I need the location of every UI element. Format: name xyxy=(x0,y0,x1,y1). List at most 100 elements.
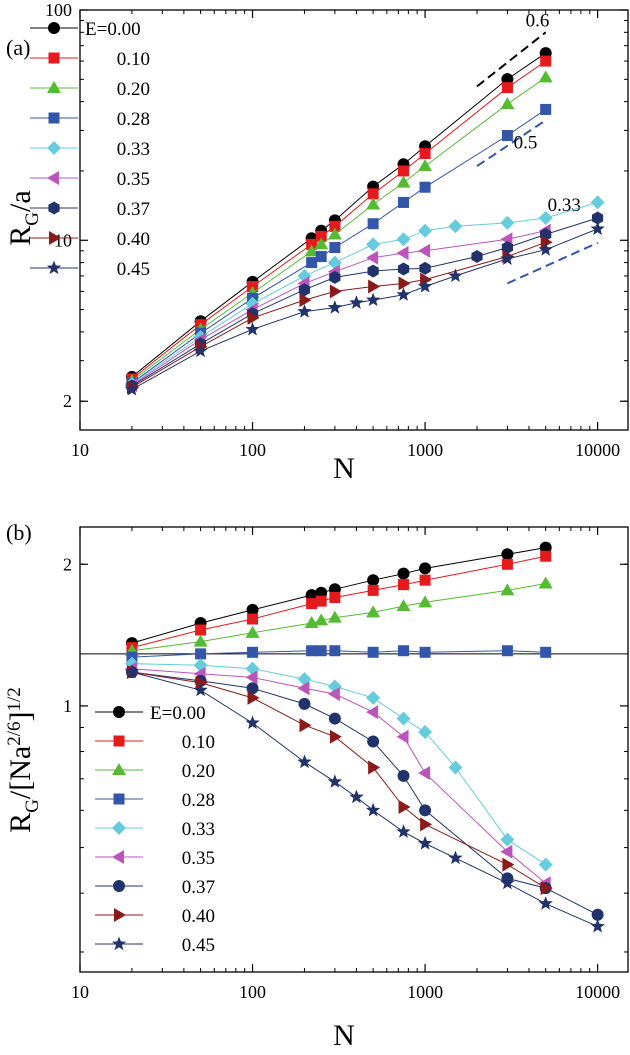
data-point xyxy=(538,857,553,872)
slope-guide-label: 0.6 xyxy=(526,10,550,31)
data-point xyxy=(398,165,410,177)
data-point xyxy=(500,832,515,847)
data-point xyxy=(448,219,463,234)
data-point xyxy=(329,729,342,744)
data-point xyxy=(418,725,433,740)
plot-frame xyxy=(79,526,629,973)
data-point xyxy=(396,711,411,726)
data-point xyxy=(366,250,379,265)
data-series xyxy=(124,70,553,386)
data-point xyxy=(540,646,552,658)
data-point xyxy=(590,221,605,235)
data-point xyxy=(538,70,553,83)
data-point xyxy=(500,97,515,110)
legend-label: 0.45 xyxy=(182,935,215,956)
data-point xyxy=(418,159,433,172)
data-point xyxy=(540,881,553,896)
data-point xyxy=(329,242,341,254)
legend-label: 0.35 xyxy=(182,848,215,869)
data-point xyxy=(501,558,513,570)
data-point xyxy=(448,850,463,865)
y-axis-label-part: G xyxy=(22,212,43,226)
data-point xyxy=(366,605,381,618)
y-axis-label: RG/[Na2/6]1/2 xyxy=(4,687,43,833)
legend-marker xyxy=(112,850,124,864)
data-series xyxy=(126,211,604,393)
data-point xyxy=(297,304,312,318)
legend-marker xyxy=(114,908,126,922)
data-point xyxy=(193,682,208,697)
data-point xyxy=(398,799,411,814)
data-point xyxy=(245,625,260,638)
series-line xyxy=(131,201,598,385)
legend-label: 0.40 xyxy=(117,229,150,250)
data-point xyxy=(539,541,552,554)
data-point xyxy=(419,574,431,586)
data-point xyxy=(366,237,381,252)
legend-marker xyxy=(48,112,60,124)
legend-label: 0.45 xyxy=(117,259,150,280)
x-axis-label: N xyxy=(333,1019,355,1052)
data-point xyxy=(124,382,140,396)
y-tick-label: 100 xyxy=(45,0,72,20)
slope-guide-line xyxy=(476,31,547,88)
data-point xyxy=(366,197,381,210)
data-series xyxy=(124,664,605,933)
data-series xyxy=(126,235,553,395)
data-point xyxy=(420,817,433,832)
chart-panel: 10 100 1000 10000 2 10 100 0.6 0.5 0.33 E=0.00 0.10… xyxy=(4,0,629,485)
data-point xyxy=(471,250,483,263)
y-axis-label-part: /[Na xyxy=(4,746,37,799)
data-point xyxy=(327,300,342,314)
data-point xyxy=(298,697,311,710)
data-point xyxy=(396,599,411,612)
data-point xyxy=(193,343,208,358)
data-point xyxy=(418,766,431,781)
legend-label: 0.10 xyxy=(117,49,150,70)
legend-marker xyxy=(46,260,62,275)
data-point xyxy=(367,218,379,230)
data-point xyxy=(315,645,327,657)
data-point xyxy=(418,243,431,258)
panel-label: (a) xyxy=(6,35,30,60)
data-point xyxy=(398,196,410,208)
data-point xyxy=(329,591,341,603)
data-point xyxy=(298,283,311,297)
series-line xyxy=(131,668,547,884)
data-point xyxy=(314,237,329,250)
data-point xyxy=(304,244,319,257)
x-tick-label: 10 xyxy=(71,982,89,1002)
legend-label: 0.33 xyxy=(182,819,215,840)
series-line xyxy=(131,52,546,378)
legend-marker xyxy=(47,171,59,185)
data-point xyxy=(195,648,207,660)
data-point xyxy=(367,574,380,587)
slope-guide-label: 0.33 xyxy=(548,195,581,216)
data-point xyxy=(397,567,410,580)
data-point xyxy=(195,624,207,636)
legend-marker xyxy=(112,763,126,775)
data-point xyxy=(502,857,515,872)
data-point xyxy=(398,645,410,657)
slope-guide-label: 0.5 xyxy=(514,132,538,153)
x-tick-label: 100 xyxy=(239,982,266,1002)
data-point xyxy=(349,789,364,804)
data-point xyxy=(500,583,515,596)
data-point xyxy=(540,55,552,67)
data-point xyxy=(419,261,431,275)
y-axis-label-part: 2/6 xyxy=(4,721,25,745)
legend-marker xyxy=(48,52,60,64)
data-point xyxy=(247,310,260,325)
y-tick-label: 10 xyxy=(54,230,72,250)
data-point xyxy=(328,712,341,725)
data-point xyxy=(592,211,604,225)
data-point xyxy=(329,270,341,284)
data-point xyxy=(540,103,552,115)
legend-marker xyxy=(48,201,60,215)
data-point xyxy=(501,241,513,254)
legend-marker xyxy=(113,793,125,805)
data-point xyxy=(396,824,411,838)
data-point xyxy=(500,875,515,890)
data-point xyxy=(396,232,411,247)
data-point xyxy=(306,645,318,657)
